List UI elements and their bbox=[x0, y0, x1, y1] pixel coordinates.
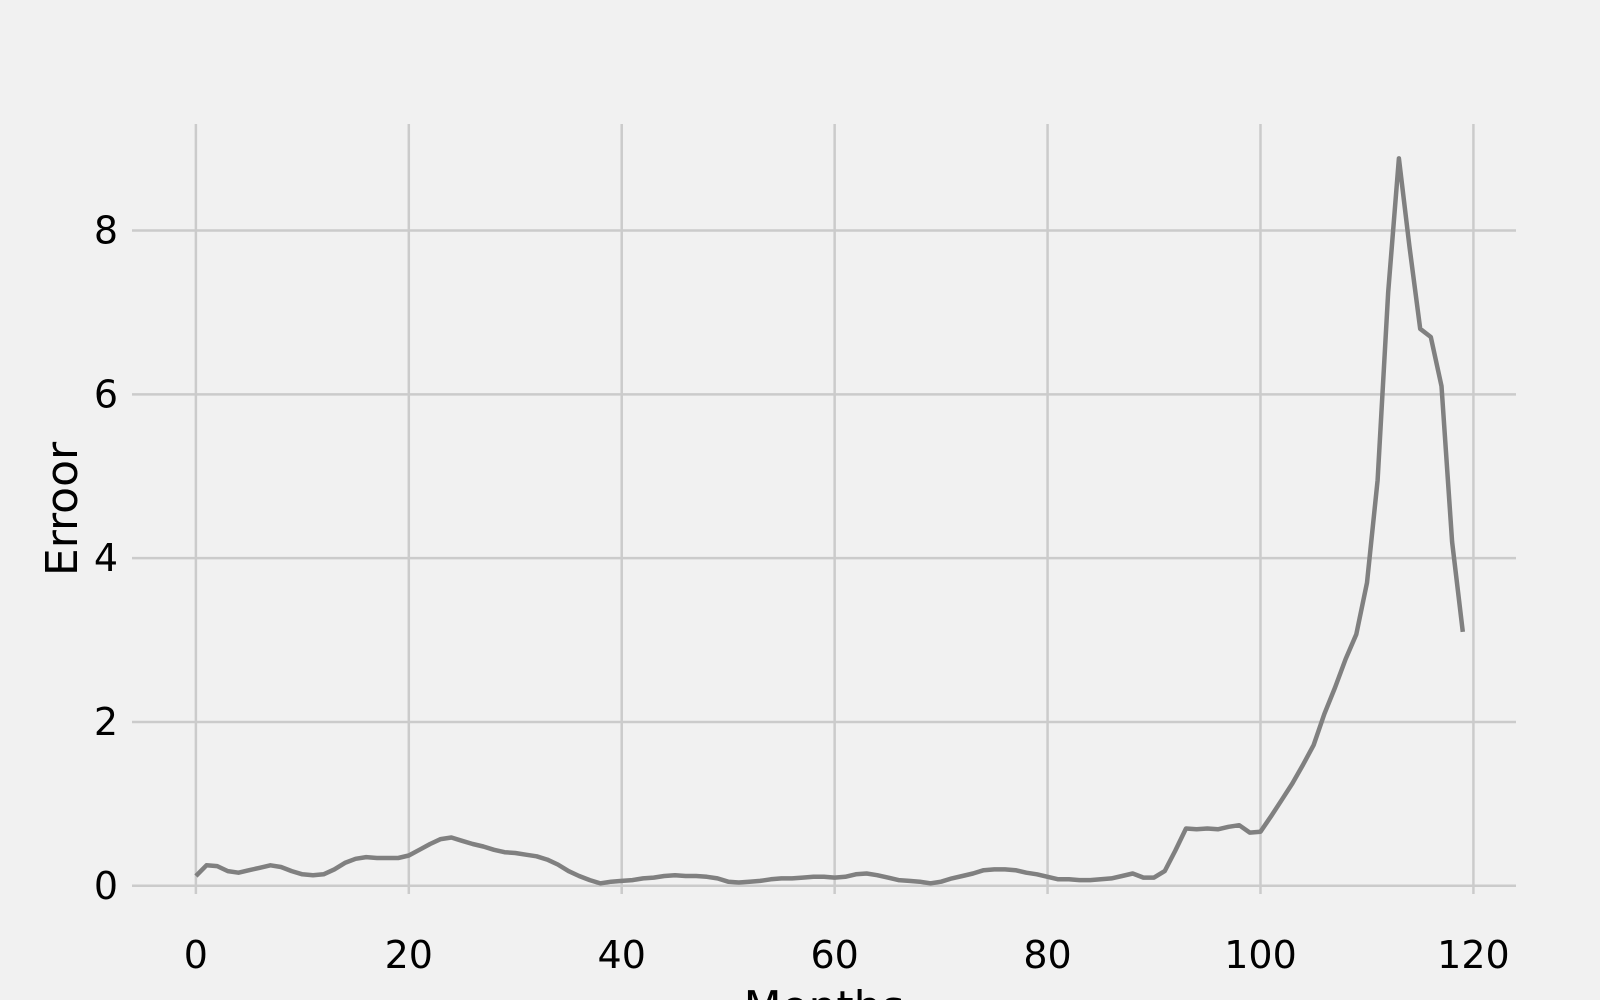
y-tick-labels: 0 2 4 6 8 bbox=[94, 208, 118, 907]
y-tick-label: 4 bbox=[94, 536, 118, 580]
x-tick-label: 120 bbox=[1437, 933, 1510, 977]
y-tick-label: 8 bbox=[94, 208, 118, 252]
x-gridlines bbox=[194, 124, 1475, 894]
y-tick-label: 0 bbox=[94, 864, 118, 908]
y-gridlines bbox=[132, 229, 1516, 888]
x-axis-label: Months bbox=[744, 982, 905, 1000]
x-tick-label: 80 bbox=[1023, 933, 1071, 977]
series-line bbox=[194, 156, 1466, 886]
series-group bbox=[194, 156, 1466, 886]
x-tick-label: 60 bbox=[810, 933, 858, 977]
y-tick-label: 2 bbox=[94, 700, 118, 744]
x-tick-labels: 0 20 40 60 80 100 120 bbox=[184, 933, 1510, 977]
x-tick-label: 100 bbox=[1224, 933, 1297, 977]
y-axis-label: Erroor bbox=[37, 441, 88, 576]
x-tick-label: 20 bbox=[385, 933, 433, 977]
x-tick-label: 40 bbox=[598, 933, 646, 977]
y-tick-label: 6 bbox=[94, 372, 118, 416]
x-tick-label: 0 bbox=[184, 933, 208, 977]
